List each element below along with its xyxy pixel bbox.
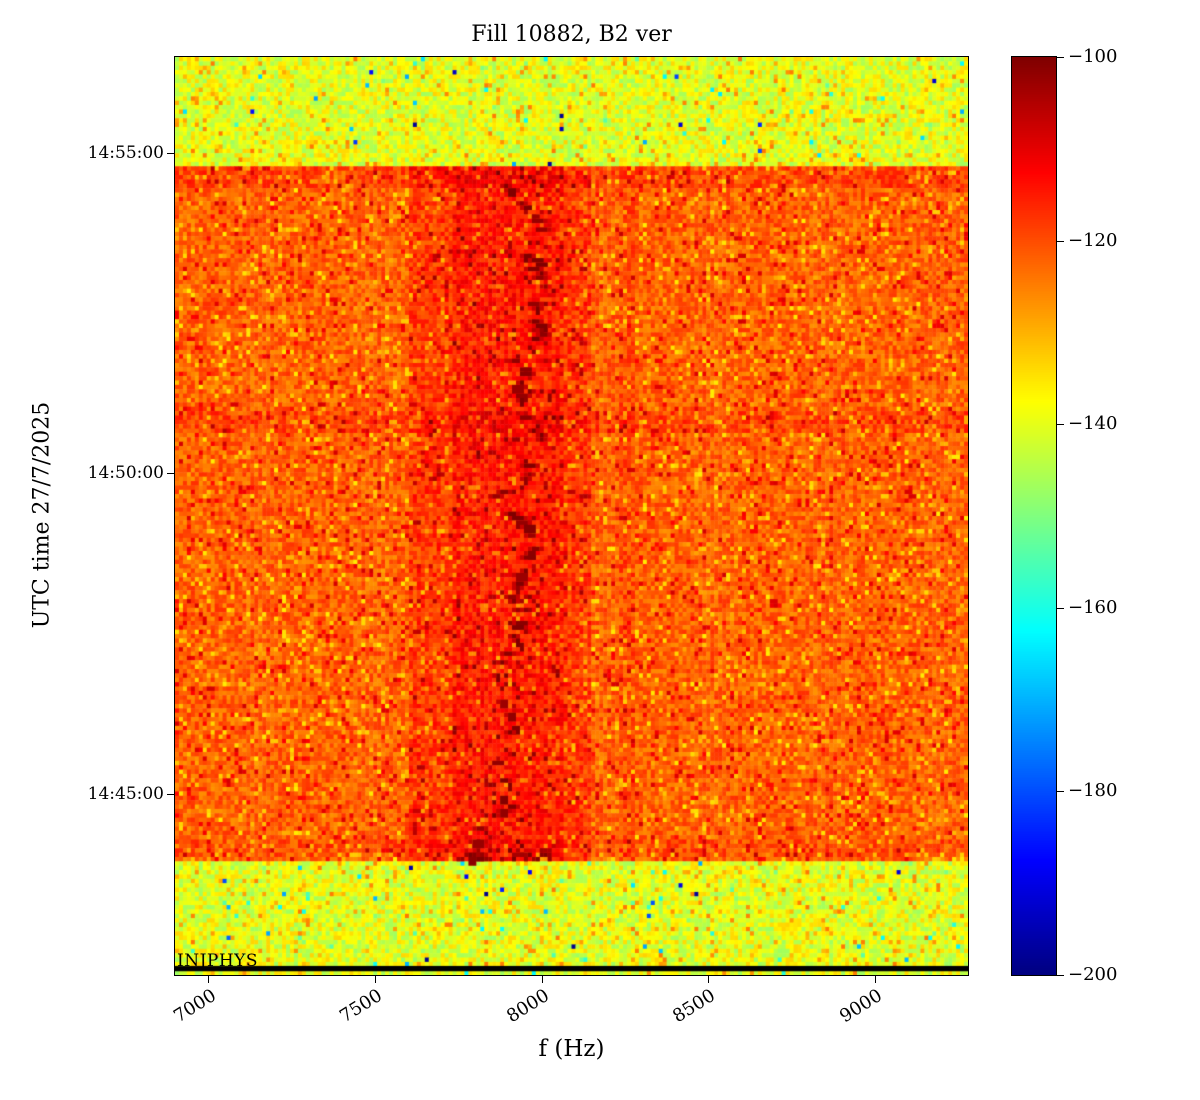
x-tick-text: 8500 (669, 985, 720, 1028)
x-tick-text: 7000 (169, 985, 220, 1028)
x-tick-mark (874, 976, 876, 983)
heatmap-canvas (175, 57, 968, 975)
colorbar-tick-mark (1057, 240, 1064, 242)
y-tick-mark (167, 793, 174, 795)
colorbar-tick-label: −140 (1068, 413, 1118, 435)
colorbar-tick-mark (1057, 424, 1064, 426)
x-tick-mark (374, 976, 376, 983)
y-tick-label: 14:55:00 (87, 143, 164, 164)
colorbar-tick-label: −180 (1068, 780, 1118, 802)
colorbar-tick-mark (1057, 607, 1064, 609)
colorbar (1011, 56, 1057, 976)
y-tick-label: 14:45:00 (87, 783, 164, 804)
x-tick-text: 9000 (835, 985, 886, 1028)
y-tick-label: 14:50:00 (87, 463, 164, 484)
x-axis-label: f (Hz) (538, 1036, 605, 1062)
colorbar-tick-mark (1057, 791, 1064, 793)
colorbar-tick-label: −200 (1068, 964, 1118, 985)
y-tick-mark (167, 473, 174, 475)
colorbar-tick-mark (1057, 57, 1064, 58)
x-tick-text: 8000 (502, 985, 553, 1028)
colorbar-gradient-canvas (1012, 57, 1056, 975)
chart-title: Fill 10882, B2 ver (471, 22, 672, 47)
colorbar-tick-mark (1057, 975, 1064, 976)
x-tick-mark (208, 976, 210, 983)
x-tick-mark (708, 976, 710, 983)
y-tick-mark (167, 153, 174, 155)
y-axis-label: UTC time 27/7/2025 (29, 401, 55, 629)
spectrogram-plot: INJPHYS (174, 56, 969, 976)
colorbar-tick-label: −160 (1068, 596, 1118, 618)
colorbar-tick-label: −120 (1068, 229, 1118, 251)
x-tick-mark (541, 976, 543, 983)
beam-mode-annotation: INJPHYS (177, 951, 259, 971)
x-tick-text: 7500 (336, 985, 387, 1028)
colorbar-tick-label: −100 (1068, 46, 1118, 67)
